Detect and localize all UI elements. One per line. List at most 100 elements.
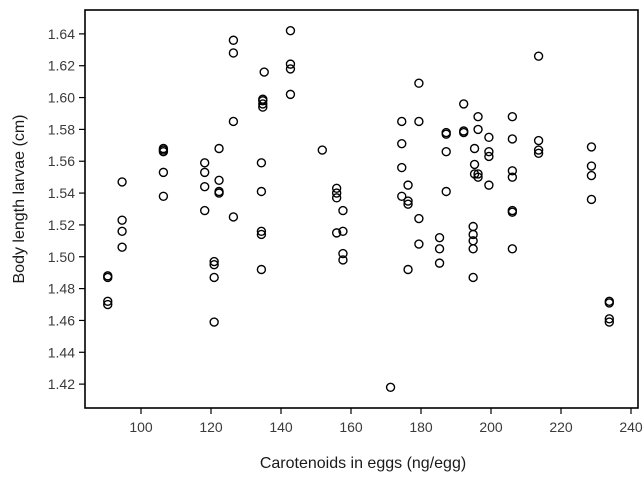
data-point	[285, 25, 296, 36]
data-point	[441, 146, 451, 157]
data-point	[199, 167, 210, 178]
data-point	[468, 272, 478, 283]
data-point	[256, 264, 267, 275]
data-point	[285, 59, 296, 69]
data-point	[507, 205, 518, 216]
data-point	[586, 170, 597, 181]
plot-frame	[84, 9, 639, 409]
data-point	[403, 196, 413, 206]
data-point	[331, 188, 342, 198]
x-tick-label: 200	[479, 419, 503, 435]
data-point	[473, 172, 483, 182]
x-tick-label: 240	[619, 419, 643, 435]
data-point	[158, 191, 169, 201]
y-tick-label: 1.44	[48, 344, 75, 360]
data-point	[473, 124, 483, 135]
y-axis-title: Body length larvae (cm)	[11, 115, 28, 284]
data-point	[459, 126, 469, 136]
data-point	[507, 134, 518, 144]
data-point	[285, 89, 296, 100]
data-point	[117, 215, 127, 225]
y-tick-label: 1.60	[48, 90, 75, 106]
data-point	[103, 271, 113, 281]
data-point	[403, 199, 413, 209]
data-point	[258, 99, 268, 109]
data-point	[468, 221, 478, 232]
data-point	[434, 232, 445, 243]
data-point	[228, 116, 239, 127]
data-point	[338, 248, 348, 259]
x-tick-label: 160	[339, 419, 363, 435]
data-point	[473, 111, 483, 122]
data-point	[256, 229, 267, 240]
data-point	[403, 264, 413, 275]
y-tick-label: 1.58	[48, 121, 75, 137]
data-point	[117, 226, 127, 236]
data-point	[414, 213, 424, 224]
data-point	[507, 172, 518, 182]
data-point	[507, 244, 518, 254]
data-point	[604, 296, 614, 307]
data-points	[103, 25, 614, 393]
data-point	[199, 182, 210, 192]
data-point	[441, 127, 451, 138]
data-point	[158, 167, 169, 178]
data-point	[414, 78, 424, 88]
y-tick-label: 1.54	[48, 185, 75, 201]
data-point	[441, 186, 451, 197]
data-point	[331, 228, 342, 238]
y-tick-label: 1.64	[48, 26, 75, 42]
data-point	[338, 205, 348, 216]
data-point	[473, 169, 483, 179]
y-tick-label: 1.42	[48, 376, 75, 392]
data-point	[256, 186, 267, 197]
y-tick-label: 1.46	[48, 312, 75, 328]
data-point	[199, 205, 210, 216]
data-point	[484, 151, 494, 162]
data-point	[604, 314, 614, 324]
data-point	[103, 299, 113, 310]
y-tick-label: 1.56	[48, 153, 75, 169]
data-point	[533, 148, 544, 158]
data-point	[414, 239, 424, 249]
data-point	[214, 175, 224, 186]
data-point	[228, 35, 239, 45]
data-point	[397, 162, 407, 173]
data-point	[434, 258, 445, 268]
data-point	[117, 242, 127, 252]
data-point	[484, 132, 494, 143]
data-point	[317, 145, 327, 155]
data-point	[209, 260, 219, 270]
data-point	[209, 256, 219, 267]
data-point	[397, 139, 407, 149]
x-tick-label: 120	[199, 419, 223, 435]
data-point	[507, 166, 518, 176]
y-axis: 1.42 1.44 1.46 1.48 1.50 1.52 1.54 1.56 1.58 1.60…	[48, 26, 85, 392]
data-point	[459, 99, 469, 109]
data-point	[469, 143, 480, 154]
data-point	[285, 64, 296, 74]
data-point	[397, 116, 407, 127]
data-point	[199, 158, 210, 168]
y-tick-label: 1.52	[48, 217, 75, 233]
data-point	[338, 255, 348, 265]
data-point	[256, 158, 267, 168]
data-point	[604, 317, 614, 327]
data-point	[586, 142, 597, 152]
data-point	[158, 143, 169, 154]
data-point	[533, 145, 544, 155]
x-tick-label: 100	[129, 419, 153, 435]
data-point	[586, 194, 597, 205]
y-tick-label: 1.48	[48, 281, 75, 297]
data-point	[209, 272, 219, 283]
data-point	[256, 226, 267, 236]
data-point	[228, 48, 239, 58]
data-point	[338, 226, 348, 236]
data-point	[214, 143, 224, 154]
x-axis: 100 120 140 160 180 200 220 240	[129, 408, 643, 435]
data-point	[228, 212, 239, 222]
data-point	[258, 94, 268, 104]
x-tick-label: 140	[269, 419, 293, 435]
x-tick-label: 220	[549, 419, 573, 435]
